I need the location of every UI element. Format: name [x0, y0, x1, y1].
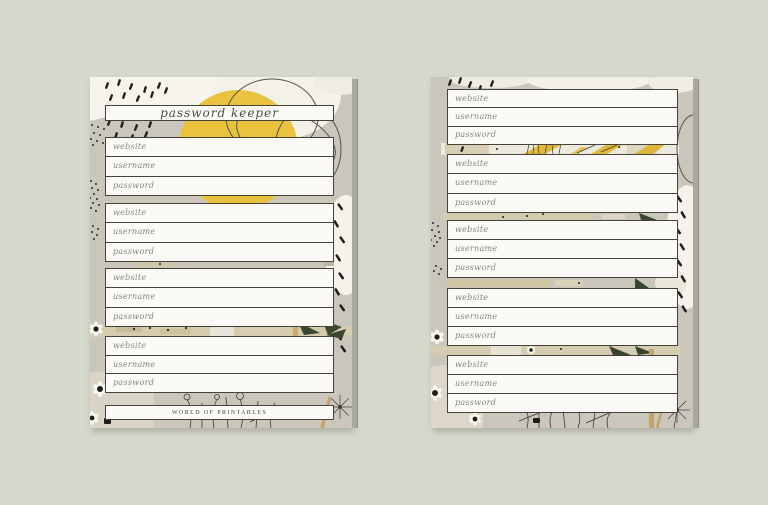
username-label: username [113, 161, 156, 171]
password-label: password [455, 130, 497, 140]
website-label: website [455, 360, 489, 369]
left-entry-section-3: website username password [105, 268, 334, 327]
right-page-paper: website username password website username pa… [431, 77, 693, 428]
username-field-row[interactable]: username [448, 173, 677, 192]
password-field-row[interactable]: password [448, 393, 677, 412]
website-field-row[interactable]: website [448, 221, 677, 239]
left-page-paper: password keeper website username password w… [90, 77, 352, 428]
password-field-row[interactable]: password [448, 258, 677, 277]
password-label: password [113, 378, 155, 388]
left-entry-section-2: website username password [105, 203, 334, 262]
daisy-flower [90, 321, 108, 425]
password-field-row[interactable]: password [448, 125, 677, 144]
username-field-row[interactable]: username [106, 287, 333, 306]
password-field-row[interactable]: password [448, 326, 677, 345]
brand-footer: WORLD OF PRINTABLES [171, 409, 268, 416]
right-entry-section-1: website username password [447, 89, 678, 145]
username-label: username [455, 244, 498, 253]
website-label: website [113, 142, 147, 152]
right-entry-section-4: website username password [447, 288, 678, 346]
website-field-row[interactable]: website [448, 90, 677, 107]
password-field-row[interactable]: password [106, 373, 333, 392]
khaki-smudge [447, 278, 649, 288]
website-label: website [455, 293, 489, 302]
username-label: username [113, 227, 156, 237]
right-entry-section-5: website username password [447, 355, 678, 413]
website-label: website [455, 159, 489, 169]
website-field-row[interactable]: website [106, 138, 333, 156]
username-label: username [455, 178, 498, 188]
right-entry-section-2: website username password [447, 154, 678, 213]
page-edge [693, 79, 699, 428]
website-field-row[interactable]: website [448, 356, 677, 374]
username-field-row[interactable]: username [448, 374, 677, 393]
right-page-decoration [431, 77, 693, 428]
website-label: website [113, 208, 147, 218]
daisy-flower [431, 329, 481, 426]
left-entry-section-1: website username password [105, 137, 334, 196]
username-label: username [455, 312, 498, 321]
meadow-band [441, 142, 679, 155]
username-label: username [113, 292, 156, 302]
page-title: password keeper [160, 106, 279, 120]
left-page: password keeper website username password w… [90, 77, 358, 428]
website-field-row[interactable]: website [106, 269, 333, 287]
website-label: website [113, 340, 147, 350]
password-label: password [455, 331, 497, 340]
dash-marks [448, 77, 495, 92]
outline-circles [676, 114, 693, 184]
footer-box: WORLD OF PRINTABLES [105, 405, 334, 420]
username-label: username [455, 379, 498, 388]
tan-band [90, 326, 352, 337]
khaki-smudge [137, 262, 334, 268]
dot-cluster [90, 124, 105, 240]
website-field-row[interactable]: website [106, 337, 333, 355]
username-field-row[interactable]: username [106, 354, 333, 374]
password-label: password [455, 398, 497, 407]
username-field-row[interactable]: username [106, 222, 333, 241]
right-page: website username password website username pa… [431, 77, 699, 428]
dot-cluster [431, 222, 442, 275]
password-label: password [455, 263, 497, 272]
password-field-row[interactable]: password [448, 192, 677, 212]
username-label: username [113, 359, 156, 369]
username-field-row[interactable]: username [106, 156, 333, 175]
title-box: password keeper [105, 105, 334, 121]
website-label: website [455, 93, 489, 103]
username-field-row[interactable]: username [448, 239, 677, 258]
left-entry-section-4: website username password [105, 336, 334, 393]
password-field-row[interactable]: password [106, 175, 333, 195]
website-field-row[interactable]: website [448, 155, 677, 173]
right-entry-section-3: website username password [447, 220, 678, 278]
tan-band-lower [431, 345, 681, 355]
username-field-row[interactable]: username [448, 307, 677, 326]
username-field-row[interactable]: username [448, 107, 677, 125]
website-field-row[interactable]: website [106, 204, 333, 222]
website-label: website [113, 273, 147, 283]
black-speck [533, 418, 540, 423]
password-field-row[interactable]: password [106, 306, 333, 326]
password-label: password [455, 197, 497, 207]
page-edge [352, 79, 358, 428]
username-label: username [455, 111, 498, 121]
password-label: password [113, 180, 155, 190]
password-label: password [113, 311, 155, 321]
password-label: password [113, 246, 155, 256]
website-field-row[interactable]: website [448, 289, 677, 307]
tan-band [443, 213, 657, 220]
website-label: website [455, 225, 489, 234]
password-field-row[interactable]: password [106, 241, 333, 261]
